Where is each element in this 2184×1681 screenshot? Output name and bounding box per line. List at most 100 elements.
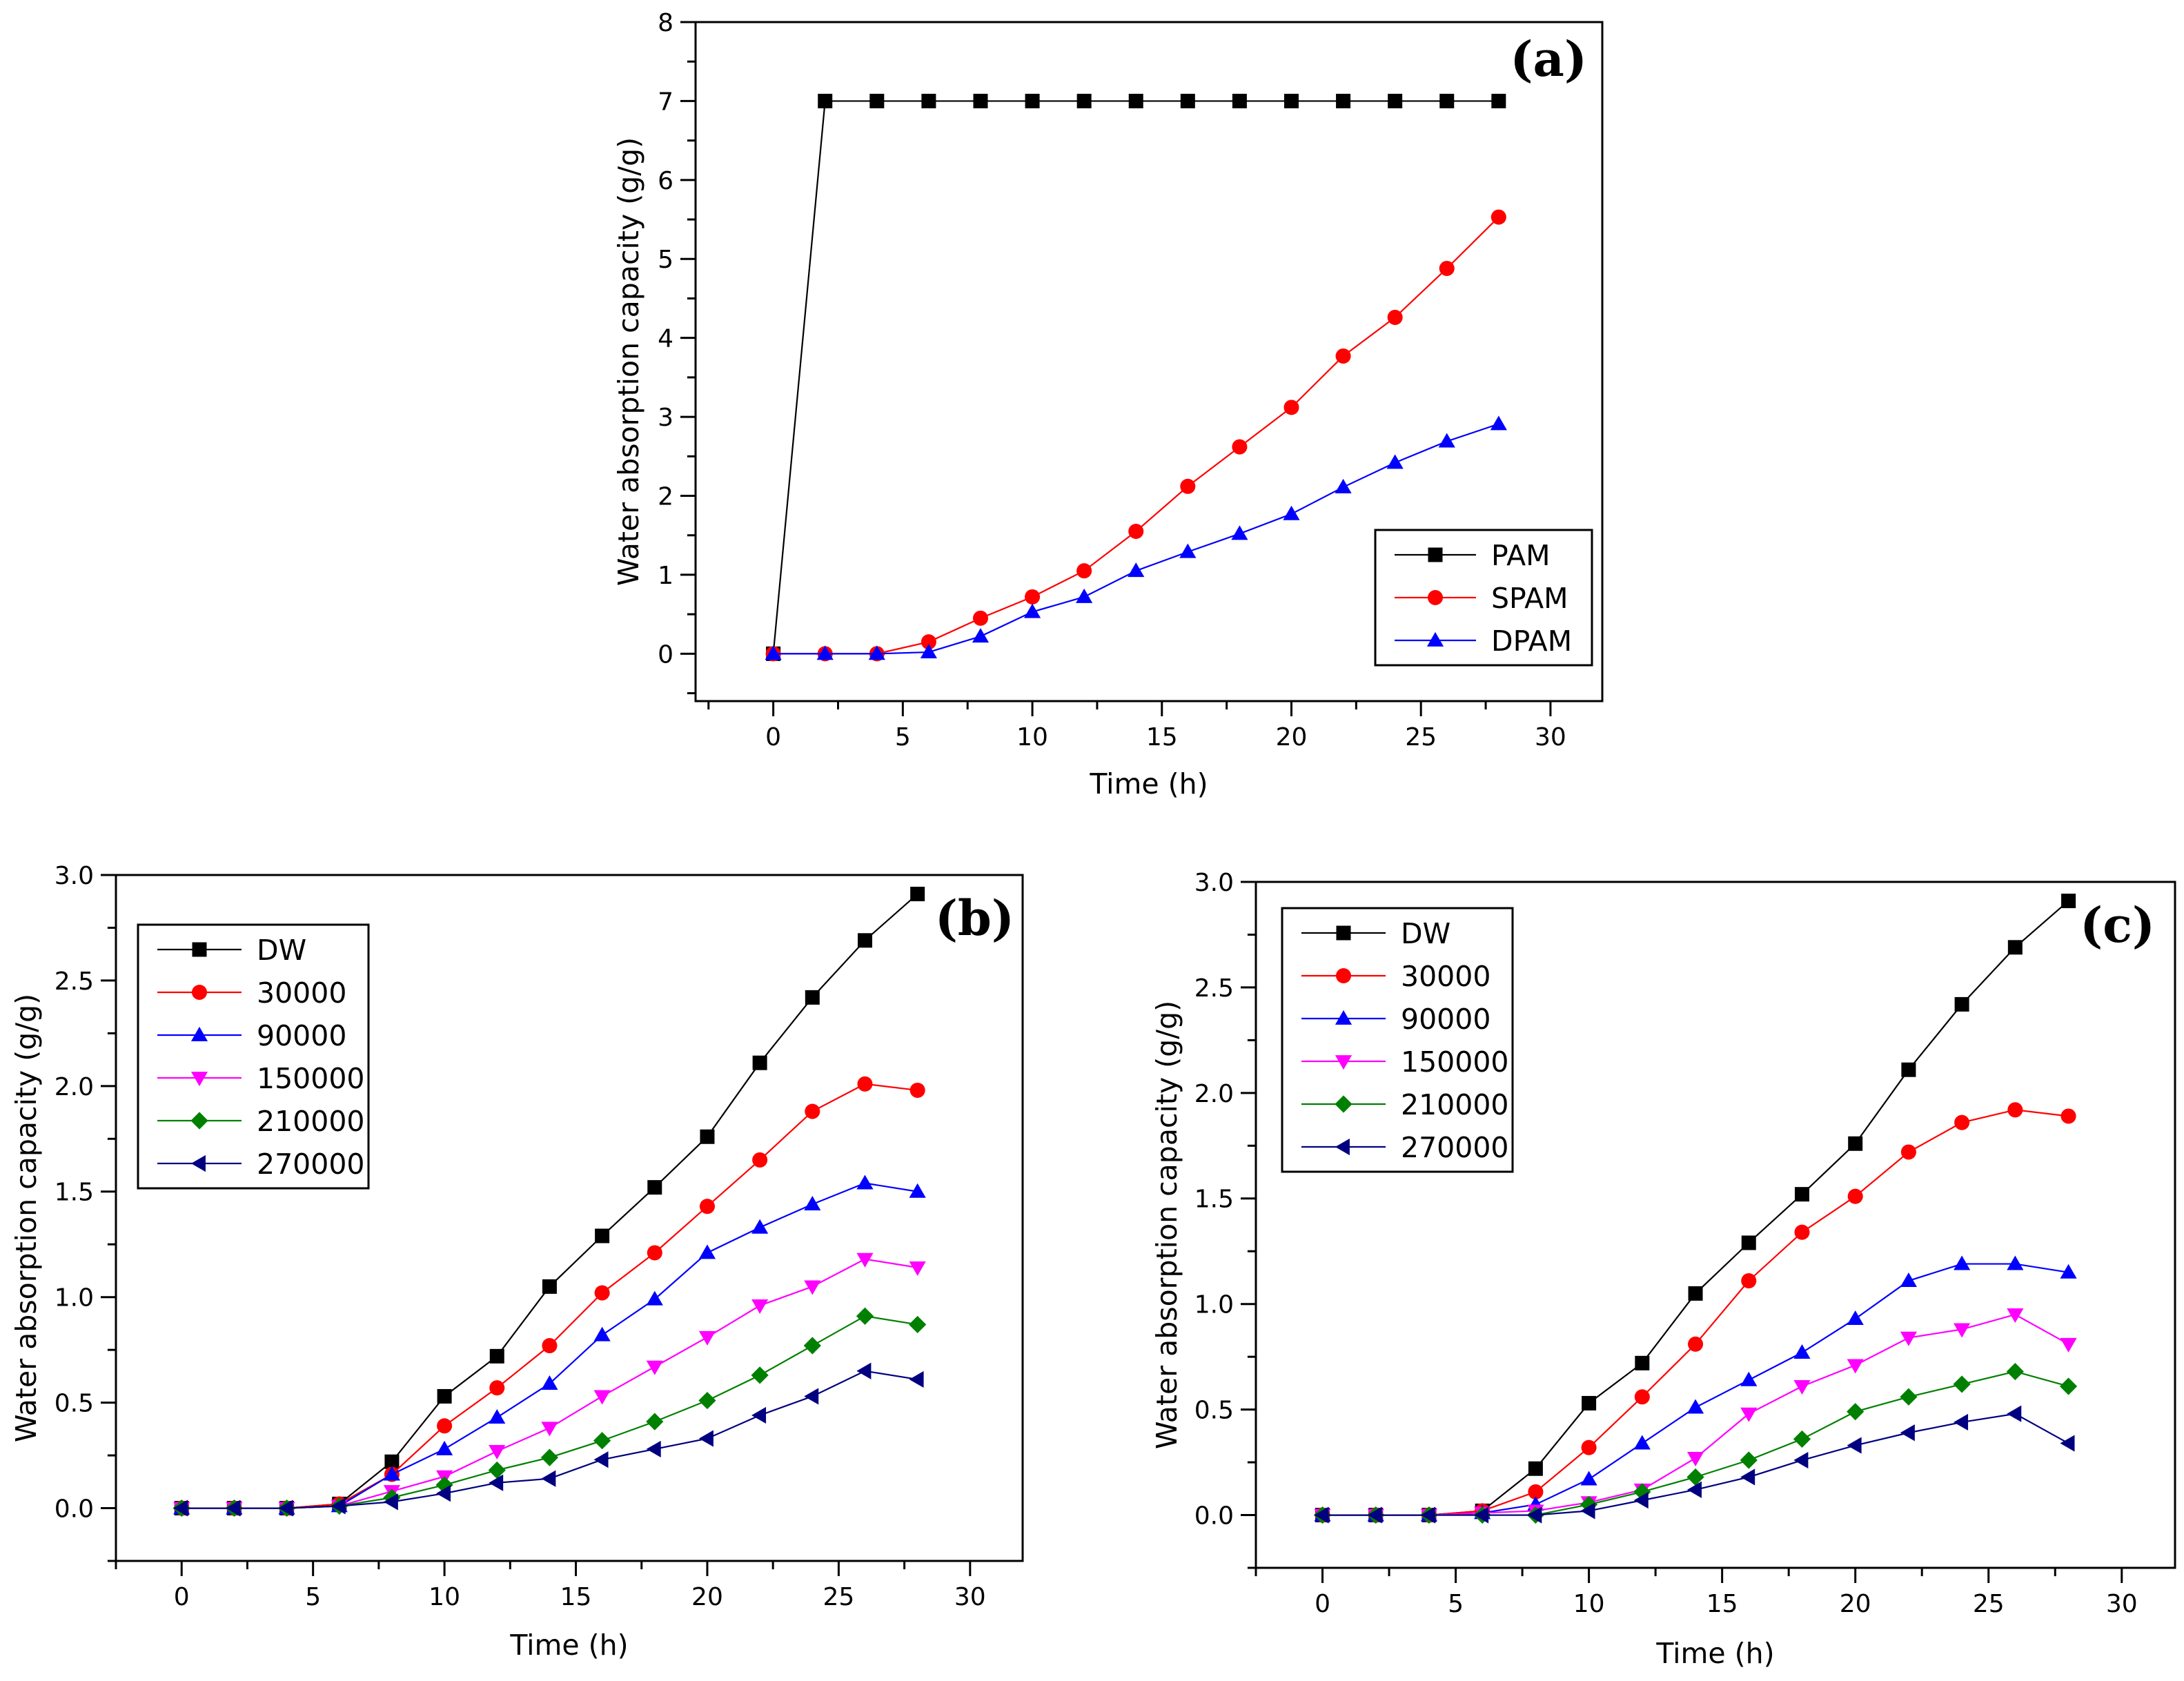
data-point (489, 1445, 506, 1460)
data-point (1847, 1403, 1865, 1421)
data-point (1580, 1502, 1595, 1520)
legend-marker (1427, 589, 1444, 606)
data-point (1900, 1144, 1916, 1160)
legend-marker (192, 942, 207, 957)
y-tick-label: 0 (658, 640, 673, 669)
data-point (2007, 1405, 2022, 1422)
data-point (1688, 1336, 1704, 1352)
data-point (1232, 439, 1248, 455)
data-point (1900, 1272, 1917, 1287)
y-axis-title: Water absorption capacity (g/g) (10, 994, 43, 1442)
data-point (1793, 1344, 1811, 1359)
data-point (1582, 1395, 1597, 1410)
data-point (700, 1129, 715, 1144)
data-point (699, 1199, 715, 1215)
data-point (1491, 209, 1506, 225)
data-point (1386, 454, 1404, 469)
series-2 (765, 415, 1507, 660)
data-point (437, 1418, 453, 1434)
data-point (804, 1280, 821, 1295)
data-point (1231, 525, 1248, 540)
data-point (1283, 400, 1299, 415)
data-point (1438, 433, 1455, 448)
x-tick-label: 25 (1405, 723, 1437, 751)
data-point (542, 1338, 558, 1354)
data-point (1076, 588, 1093, 603)
series-line (181, 1370, 918, 1509)
legend-label: 270000 (257, 1148, 365, 1181)
x-tick-label: 30 (954, 1583, 986, 1611)
data-point (1686, 1468, 1704, 1486)
plot-frame (694, 21, 1604, 702)
data-point (2007, 1255, 2024, 1270)
data-point (2060, 1435, 2075, 1452)
data-point (751, 1299, 769, 1315)
data-point (1439, 93, 1455, 108)
series-0 (766, 93, 1506, 661)
x-tick-label: 30 (2106, 1590, 2138, 1618)
data-point (1793, 1451, 1809, 1469)
panel-label: (c) (2080, 896, 2155, 954)
data-point (1793, 1430, 1811, 1448)
data-point (646, 1360, 663, 1375)
data-point (1335, 348, 1351, 364)
data-point (973, 93, 988, 108)
y-tick-label: 3.0 (1194, 869, 1234, 897)
data-point (1954, 996, 1969, 1012)
data-point (1336, 93, 1351, 108)
data-point (593, 1326, 611, 1341)
data-point (1283, 93, 1299, 108)
data-point (489, 1408, 506, 1424)
legend-label: 90000 (1401, 1003, 1491, 1036)
data-point (1740, 1468, 1755, 1486)
data-point (1954, 1323, 1971, 1338)
y-tick-label: 0.0 (55, 1495, 94, 1523)
y-tick-label: 2.5 (1194, 974, 1234, 1003)
data-point (1528, 1461, 1543, 1476)
data-point (1314, 1506, 1329, 1524)
data-point (489, 1348, 504, 1364)
data-point (1283, 505, 1300, 520)
data-point (909, 1315, 927, 1334)
data-point (698, 1430, 714, 1447)
legend-marker (190, 1154, 206, 1172)
data-point (1900, 1424, 1915, 1442)
series-4 (1313, 1362, 2078, 1524)
series-5 (1314, 1405, 2075, 1524)
legend-marker (1335, 967, 1352, 984)
data-point (1793, 1380, 1811, 1395)
data-point (278, 1500, 293, 1517)
data-point (909, 1370, 924, 1388)
y-tick-label: 3.0 (55, 862, 94, 890)
x-tick-label: 15 (560, 1583, 592, 1611)
data-point (1439, 260, 1455, 277)
y-tick-label: 4 (658, 325, 673, 353)
y-tick-label: 2.0 (1194, 1080, 1234, 1108)
series-1 (765, 209, 1506, 662)
data-point (594, 1285, 610, 1301)
data-point (752, 1055, 767, 1070)
legend-marker (190, 1026, 208, 1041)
data-point (857, 1076, 873, 1092)
x-tick-label: 15 (1706, 1590, 1738, 1618)
data-point (909, 1183, 926, 1198)
data-point (1740, 1371, 1758, 1386)
y-tick-label: 1.0 (55, 1284, 94, 1313)
y-tick-label: 1 (658, 562, 673, 590)
data-point (436, 1485, 451, 1502)
plot-frame (115, 874, 1024, 1562)
data-point (921, 634, 936, 650)
y-tick-label: 0.5 (55, 1390, 94, 1418)
chart-panel-1: 0 5 10 15 20 25 30 0 1 2 3 4 5 6 7 8 Time (h) Water absor… (612, 9, 1604, 800)
panel-label: (a) (1510, 30, 1587, 88)
data-point (1076, 93, 1092, 108)
legend-label: 210000 (257, 1105, 365, 1138)
data-point (698, 1391, 716, 1410)
data-point (1794, 1224, 1810, 1240)
legend-label: DW (257, 934, 306, 967)
legend-label: 150000 (257, 1062, 365, 1095)
legend-marker (1336, 925, 1351, 941)
data-point (751, 1406, 767, 1424)
data-point (2007, 1102, 2023, 1118)
x-tick-label: 25 (1973, 1590, 2005, 1618)
